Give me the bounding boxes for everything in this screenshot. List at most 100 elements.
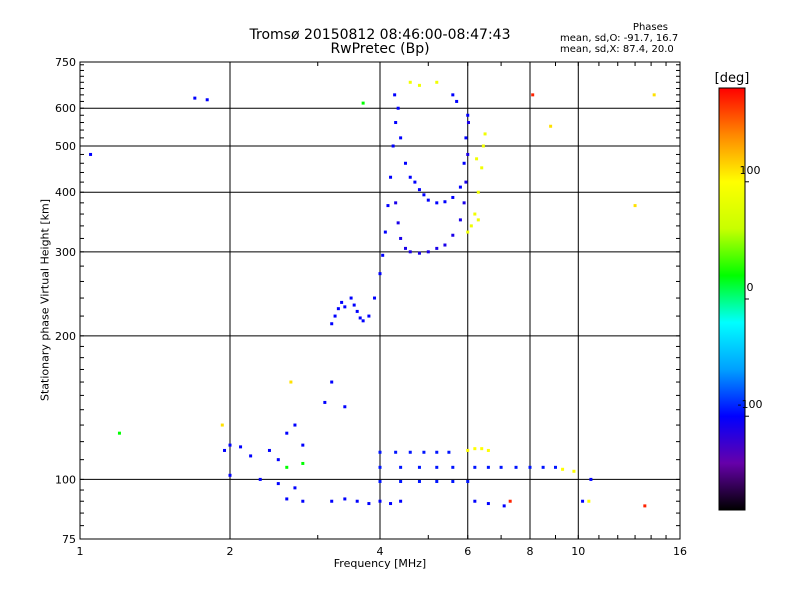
data-point	[355, 309, 359, 313]
data-point	[367, 502, 371, 506]
data-point	[549, 124, 553, 128]
x-tick-label: 6	[464, 545, 471, 558]
data-point	[481, 144, 485, 148]
data-point	[541, 465, 545, 469]
y-tick-label: 300	[55, 246, 76, 259]
data-point	[323, 400, 327, 404]
data-point	[285, 431, 289, 435]
data-point	[399, 236, 403, 240]
data-point	[343, 405, 347, 409]
data-point	[408, 250, 412, 254]
data-point	[330, 380, 334, 384]
data-point	[466, 230, 470, 234]
data-point	[361, 319, 365, 323]
data-point	[451, 479, 455, 483]
data-point	[413, 180, 417, 184]
data-point	[451, 195, 455, 199]
data-point	[399, 465, 403, 469]
data-point	[422, 450, 426, 454]
data-point	[435, 450, 439, 454]
data-point	[581, 499, 585, 503]
data-point	[228, 443, 232, 447]
data-point	[408, 175, 412, 179]
data-point	[486, 448, 490, 452]
data-point	[451, 233, 455, 237]
data-point	[561, 467, 565, 471]
data-point	[293, 486, 297, 490]
data-point	[343, 497, 347, 501]
data-point	[464, 136, 468, 140]
data-point	[473, 465, 477, 469]
data-point	[389, 502, 393, 506]
data-point	[249, 454, 253, 458]
data-point	[476, 190, 480, 194]
data-point	[466, 121, 470, 125]
data-point	[285, 497, 289, 501]
data-point	[652, 93, 656, 97]
data-point	[301, 499, 305, 503]
x-tick-label: 16	[673, 545, 687, 558]
data-point	[587, 499, 591, 503]
data-point	[367, 314, 371, 318]
data-point	[117, 431, 121, 435]
data-point	[508, 499, 512, 503]
x-tick-label: 8	[527, 545, 534, 558]
colorbar-tick-label: -100	[738, 398, 763, 411]
data-point	[466, 113, 470, 117]
colorbar-label: [deg]	[715, 71, 750, 86]
data-point	[466, 448, 470, 452]
data-point	[399, 136, 403, 140]
data-point	[422, 193, 426, 197]
data-point	[355, 499, 359, 503]
stats-o-mode: mean, sd,O: -91.7, 16.7	[560, 33, 679, 44]
y-tick-label: 100	[55, 473, 76, 486]
data-point	[426, 198, 430, 202]
data-point	[451, 465, 455, 469]
data-point	[258, 477, 262, 481]
y-tick-label: 400	[55, 186, 76, 199]
data-point	[378, 272, 382, 276]
colorbar-tick-label: 0	[747, 281, 754, 294]
data-point	[458, 218, 462, 222]
data-point	[417, 251, 421, 255]
data-point	[408, 450, 412, 454]
data-point	[435, 246, 439, 250]
data-point	[349, 296, 353, 300]
stats-x-mode: mean, sd,X: 87.4, 20.0	[560, 44, 674, 55]
data-point	[643, 504, 647, 508]
data-point	[480, 447, 484, 451]
data-point	[223, 448, 227, 452]
data-point	[289, 380, 293, 384]
data-point	[435, 479, 439, 483]
data-point	[403, 246, 407, 250]
data-point	[396, 106, 400, 110]
data-point	[475, 157, 479, 161]
data-point	[336, 307, 340, 311]
data-point	[502, 504, 506, 508]
x-tick-label: 10	[571, 545, 585, 558]
data-point	[343, 305, 347, 309]
data-point	[464, 180, 468, 184]
data-point	[451, 93, 455, 97]
data-point	[462, 161, 466, 165]
data-point	[483, 132, 487, 136]
data-point	[399, 499, 403, 503]
y-tick-label: 600	[55, 102, 76, 115]
data-point	[394, 121, 398, 125]
data-point	[473, 499, 477, 503]
data-point	[572, 469, 576, 473]
data-point	[267, 448, 271, 452]
data-point	[358, 316, 362, 320]
data-point	[455, 99, 459, 103]
data-point	[435, 465, 439, 469]
data-point	[473, 447, 477, 451]
data-point	[435, 80, 439, 84]
data-point	[378, 499, 382, 503]
data-point	[553, 465, 557, 469]
data-point	[378, 465, 382, 469]
data-point	[466, 152, 470, 156]
chart-subtitle: RwPretec (Bp)	[330, 41, 430, 57]
data-point	[393, 93, 397, 97]
data-point	[394, 450, 398, 454]
data-point	[352, 303, 356, 307]
